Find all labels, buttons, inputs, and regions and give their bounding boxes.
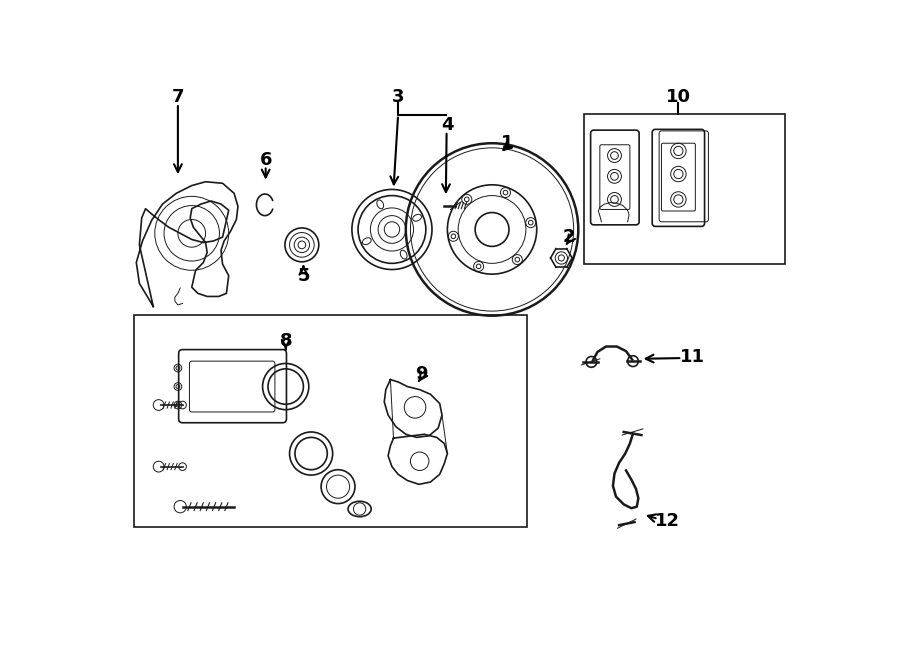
Text: 10: 10 <box>666 88 691 106</box>
Text: 12: 12 <box>655 512 680 529</box>
Text: 8: 8 <box>279 332 292 350</box>
Text: 1: 1 <box>501 134 514 152</box>
Bar <box>584 114 785 264</box>
Text: 2: 2 <box>562 228 575 246</box>
Bar <box>134 315 526 527</box>
Text: 9: 9 <box>415 366 428 383</box>
Text: 5: 5 <box>297 266 310 285</box>
Text: 3: 3 <box>392 88 404 106</box>
Text: 4: 4 <box>441 116 454 134</box>
Text: 11: 11 <box>680 348 705 366</box>
Text: 6: 6 <box>259 151 272 169</box>
Text: 7: 7 <box>172 88 184 106</box>
